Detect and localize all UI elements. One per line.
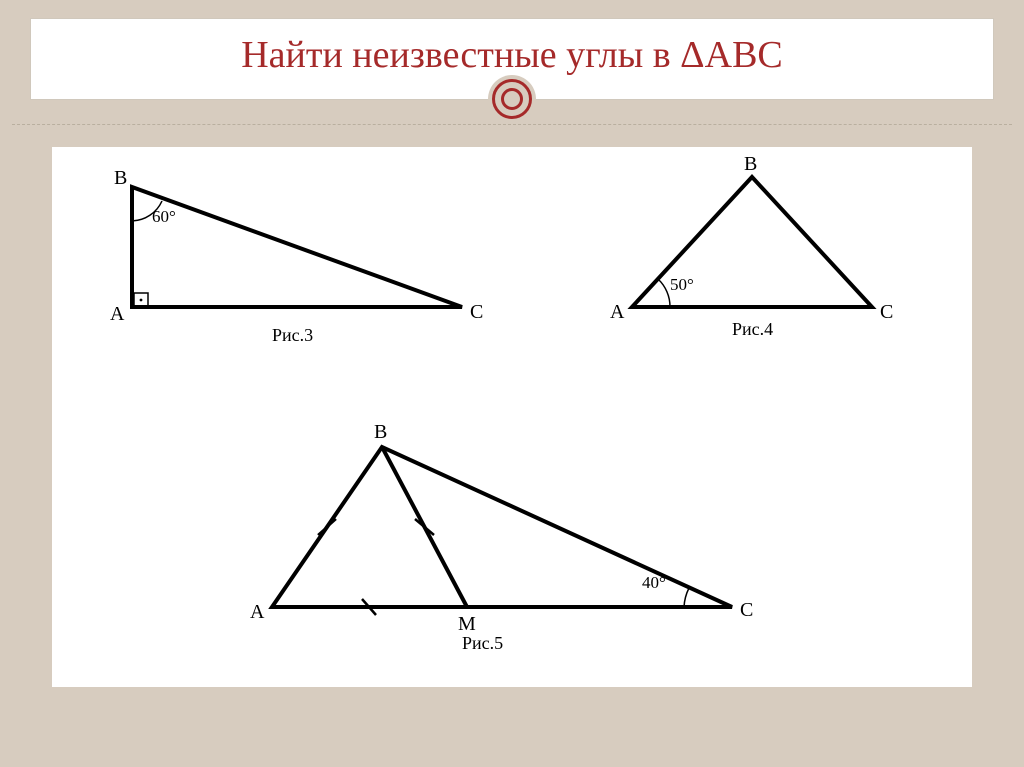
figure-3: B A C 60° Рис.3 bbox=[122, 177, 482, 357]
figure-4-svg bbox=[622, 167, 892, 327]
title-panel: Найти неизвестные углы в ΔABC bbox=[30, 18, 994, 100]
vertex-a-4: A bbox=[610, 301, 624, 324]
vertex-b: B bbox=[114, 167, 127, 190]
figure-5: B A M C 40° Рис.5 bbox=[262, 437, 762, 657]
caption-5: Рис.5 bbox=[462, 633, 503, 654]
slide: Найти неизвестные углы в ΔABC B A C 60° … bbox=[12, 18, 1012, 761]
angle-a-label: 50° bbox=[670, 275, 694, 295]
vertex-b-5: B bbox=[374, 421, 387, 444]
angle-b-label: 60° bbox=[152, 207, 176, 227]
vertex-a: A bbox=[110, 303, 124, 326]
angle-c-label: 40° bbox=[642, 573, 666, 593]
figure-5-svg bbox=[262, 437, 752, 627]
diagram-panel: B A C 60° Рис.3 B A C 50° Рис.4 bbox=[52, 147, 972, 687]
decorative-rings bbox=[488, 75, 536, 123]
figure-3-svg bbox=[122, 177, 482, 337]
caption-4: Рис.4 bbox=[732, 319, 773, 340]
vertex-c-5: C bbox=[740, 599, 753, 622]
vertex-a-5: A bbox=[250, 601, 264, 624]
figure-4: B A C 50° Рис.4 bbox=[622, 167, 912, 357]
title-text: Найти неизвестные углы в ΔABC bbox=[41, 33, 983, 77]
vertex-b-4: B bbox=[744, 153, 757, 176]
caption-3: Рис.3 bbox=[272, 325, 313, 346]
dashed-separator bbox=[12, 124, 1012, 125]
vertex-c: C bbox=[470, 301, 483, 324]
vertex-c-4: C bbox=[880, 301, 893, 324]
